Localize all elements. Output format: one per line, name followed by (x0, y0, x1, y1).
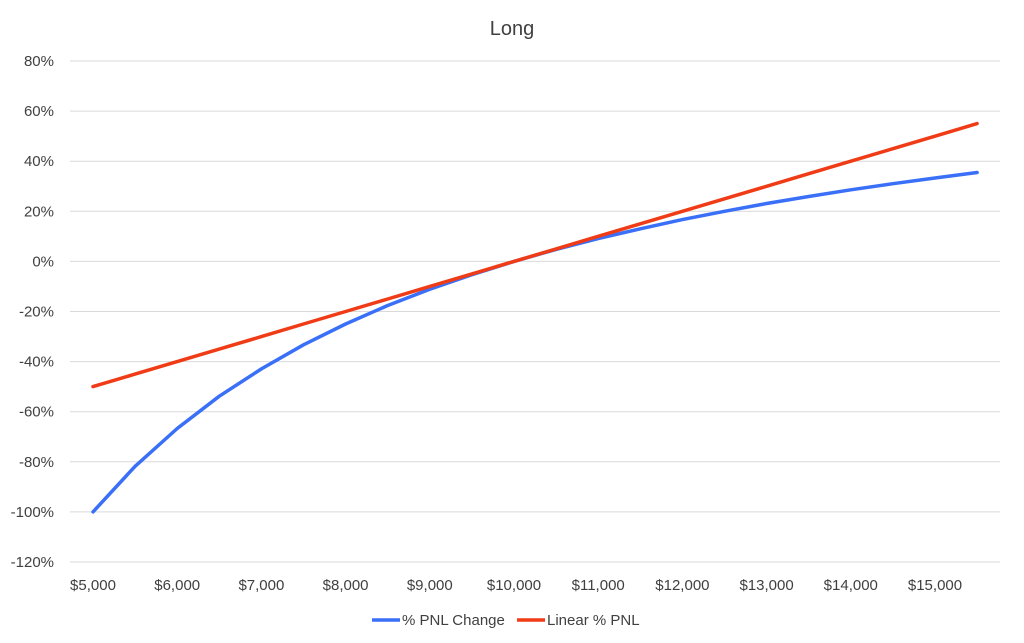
x-tick-label: $7,000 (238, 577, 284, 594)
x-tick-label: $8,000 (323, 577, 369, 594)
y-tick-label: 0% (32, 253, 54, 270)
y-tick-label: 40% (24, 153, 54, 170)
y-tick-label: -60% (19, 404, 54, 421)
x-axis-ticks: $5,000 $6,000 $7,000 $8,000 $9,000 $10,000 $11… (70, 577, 962, 594)
x-tick-label: $12,000 (655, 577, 709, 594)
y-tick-label: -40% (19, 354, 54, 371)
y-tick-label: -20% (19, 304, 54, 321)
series-line-linear-pnl (91, 121, 979, 389)
legend-label: Linear % PNL (547, 612, 640, 629)
y-tick-label: -120% (11, 554, 54, 571)
y-tick-label: 20% (24, 203, 54, 220)
y-tick-label: 60% (24, 103, 54, 120)
series-line-pnl-change (91, 170, 979, 514)
legend-label: % PNL Change (402, 612, 505, 629)
x-tick-label: $15,000 (908, 577, 962, 594)
gridlines (70, 60, 1000, 563)
chart-title: Long (490, 18, 535, 40)
x-tick-label: $6,000 (154, 577, 200, 594)
x-tick-label: $10,000 (487, 577, 541, 594)
x-tick-label: $14,000 (824, 577, 878, 594)
x-tick-label: $5,000 (70, 577, 116, 594)
y-tick-label: 80% (24, 53, 54, 70)
x-tick-label: $11,000 (572, 577, 625, 594)
legend: % PNL Change Linear % PNL (372, 612, 640, 629)
x-tick-label: $9,000 (407, 577, 453, 594)
series-lines (91, 121, 979, 514)
x-tick-label: $13,000 (739, 577, 793, 594)
y-tick-label: -80% (19, 454, 54, 471)
y-tick-label: -100% (11, 504, 54, 521)
y-axis-ticks: 80% 60% 40% 20% 0% -20% -40% -60% -80% -100% -120% (11, 53, 54, 571)
